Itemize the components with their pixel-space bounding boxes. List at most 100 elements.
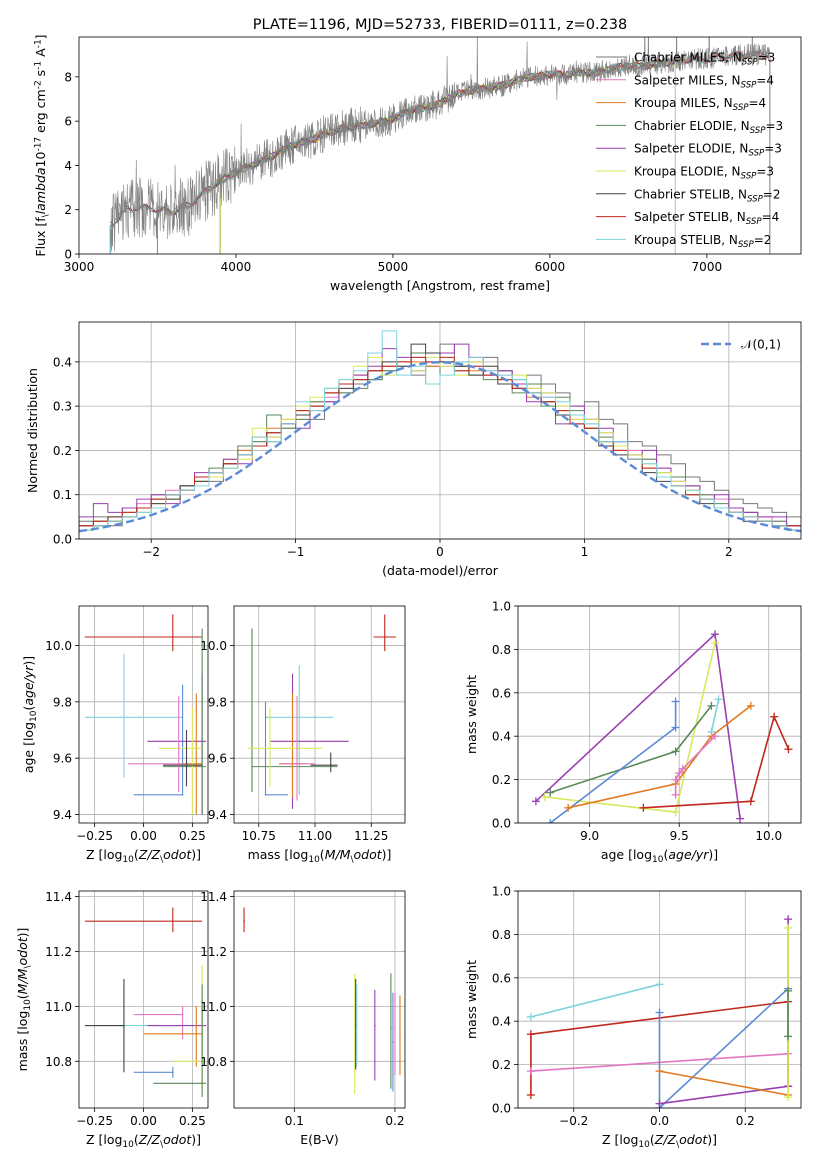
data-point: [251, 765, 253, 768]
weight-line: [530, 983, 660, 1018]
data-point: [123, 716, 125, 719]
y-tick-label: 0.8: [492, 928, 511, 942]
label-part: )]: [21, 656, 36, 666]
label-part: \: [350, 855, 354, 865]
label-part: ]: [33, 34, 48, 39]
y-tick-label: 11.2: [200, 945, 227, 959]
label-part: =3: [758, 51, 776, 65]
data-point: [191, 747, 194, 750]
legend-label: 𝒩(0,1): [741, 338, 781, 352]
axes-frame: [78, 321, 802, 540]
label-part: 10: [308, 855, 320, 865]
x-axis-label: age [log10(age/yr)]: [601, 847, 718, 865]
y-tick-label: 0.0: [53, 533, 72, 547]
x-tick-label: 0.00: [130, 1114, 157, 1128]
plot-area: [247, 614, 396, 809]
label-part: Z [log: [86, 1132, 122, 1147]
axes-frame: [78, 36, 802, 255]
x-axis-label: E(B-V): [300, 1132, 339, 1147]
y-tick-label: 11.4: [200, 890, 227, 904]
label-part: Chabrier ELODIE, N: [634, 119, 750, 133]
x-tick-label: 7000: [692, 260, 723, 274]
label-part: (: [650, 1132, 655, 1147]
y-tick-label: 0.1: [53, 488, 72, 502]
label-part: 10: [122, 855, 134, 865]
label-part: Chabrier STELIB, N: [634, 187, 747, 201]
y-tick-label: 0.4: [492, 730, 511, 744]
label-part: Kroupa MILES, N: [634, 96, 733, 110]
label-part: (: [320, 847, 325, 862]
mass_vs_EBV-panel: 0.1 0.2 10.8 11.0 11.2 11.4 E(B-V): [200, 890, 406, 1147]
label-part: E(B-V): [300, 1132, 339, 1147]
label-part: )]: [191, 1132, 201, 1147]
legend-label: Kroupa STELIB, NSSP=2: [634, 233, 771, 250]
plot-area: [526, 915, 793, 1108]
label-part: (: [15, 994, 30, 999]
data-point: [329, 764, 332, 767]
label-part: Z/Z: [654, 1132, 677, 1147]
axes-frame: [517, 605, 802, 824]
label-part: )]: [15, 928, 30, 938]
label-part: mass weight: [464, 960, 479, 1039]
plot-area: [79, 330, 801, 539]
label-part: age [log: [21, 722, 36, 773]
label-part: -17: [34, 137, 44, 152]
x-tick-label: −1: [287, 545, 305, 559]
label-part: \: [676, 1140, 680, 1150]
weight-line: [659, 1070, 789, 1096]
chart-title: PLATE=1196, MJD=52733, FIBERID=0111, z=0…: [253, 17, 627, 33]
label-part: lambda: [33, 167, 48, 214]
y-tick-label: 9.6: [53, 752, 72, 766]
x-tick-label: 2: [725, 545, 733, 559]
label-part: PLATE=1196, MJD=52733, FIBERID=0111, z=0…: [253, 17, 627, 33]
label-part: erg cm: [33, 89, 48, 137]
label-part: (: [663, 847, 668, 862]
y-tick-label: 11.2: [45, 945, 72, 959]
x-tick-label: 9.5: [670, 829, 689, 843]
label-part: SSP: [750, 126, 767, 136]
label-part: =4: [756, 73, 774, 87]
y-axis-label: Normed distribution: [25, 368, 40, 493]
data-point: [172, 920, 174, 923]
y-tick-label: 11.0: [45, 1000, 72, 1014]
data-point: [195, 763, 198, 765]
y-tick-label: 10.0: [200, 639, 227, 653]
label-part: =3: [765, 119, 783, 133]
y-tick-label: 11.4: [45, 890, 72, 904]
data-point: [355, 1024, 358, 1027]
y-axis-label: mass weight: [464, 675, 479, 754]
data-point: [243, 920, 245, 923]
data-point: [181, 1013, 184, 1016]
residuals-panel: −2 −1 0 1 2 0.0 0.1 0.2 0.3 0.4 (data-model)/error…: [25, 321, 802, 578]
label-part: A: [33, 48, 48, 61]
x-axis-label: Z [log10(Z/Z\odot)]: [86, 847, 201, 865]
label-part: 10: [33, 152, 48, 168]
weight-line: [568, 705, 752, 809]
label-part: Flux [f: [33, 217, 48, 257]
y-tick-label: 9.8: [53, 695, 72, 709]
label-part: mass [log: [15, 1011, 30, 1072]
label-part: (: [21, 706, 36, 711]
axes-frame: [78, 605, 209, 824]
weight-line: [658, 988, 789, 1108]
label-part: \: [41, 213, 51, 217]
x-axis-label: (data-model)/error: [382, 563, 499, 578]
label-part: \: [160, 855, 164, 865]
label-part: SSP: [746, 217, 763, 227]
data-point: [394, 1027, 396, 1030]
label-part: SSP: [747, 194, 764, 204]
age_vs_mass-panel: 10.75 11.00 11.25 9.4 9.6 9.8 10.0 mass [log10(…: [200, 605, 406, 865]
legend-label: Chabrier STELIB, NSSP=2: [634, 187, 781, 204]
y-tick-label: 9.4: [208, 808, 227, 822]
label-part: (: [134, 847, 139, 862]
label-part: 10: [638, 1140, 650, 1150]
y-tick-label: 11.0: [200, 1000, 227, 1014]
x-tick-label: 9.0: [580, 829, 599, 843]
label-part: odot: [679, 1132, 708, 1147]
label-part: =3: [764, 142, 782, 156]
y-tick-label: 10.8: [200, 1055, 227, 1069]
y-tick-label: 0.4: [492, 1015, 511, 1029]
data-point: [383, 636, 386, 638]
